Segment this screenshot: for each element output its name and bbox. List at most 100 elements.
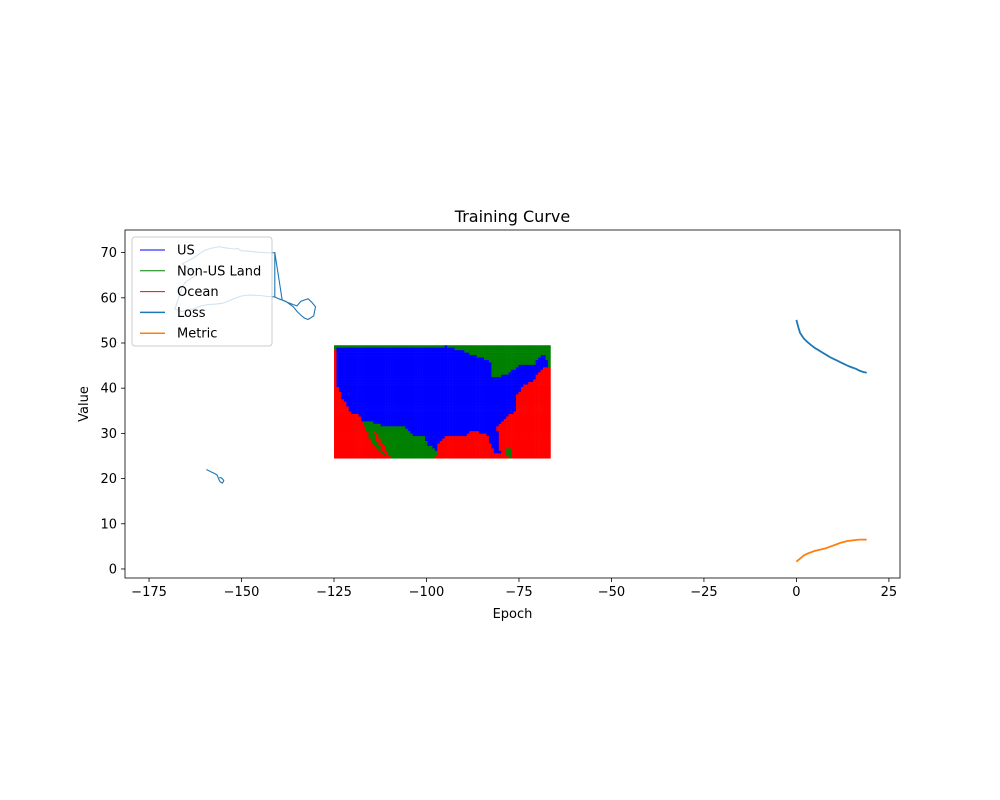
grid-cell-us — [365, 384, 369, 388]
grid-cell-us — [479, 389, 482, 393]
grid-cell-us — [466, 428, 470, 432]
grid-cell-non-us-land — [469, 352, 473, 356]
grid-cell-ocean — [498, 445, 502, 449]
grid-cell-us — [493, 423, 497, 427]
grid-cell-us — [444, 418, 448, 422]
grid-cell-us — [348, 394, 352, 398]
grid-cell-ocean — [452, 455, 455, 459]
grid-cell-us — [444, 406, 448, 410]
grid-cell-non-us-land — [390, 426, 394, 430]
grid-cell-us — [513, 401, 517, 405]
grid-cell-us — [515, 389, 519, 393]
grid-cell-us — [363, 379, 367, 383]
grid-cell-non-us-land — [508, 450, 512, 454]
grid-cell-us — [336, 367, 340, 371]
grid-cell-non-us-land — [469, 347, 473, 351]
grid-cell-ocean — [528, 399, 532, 403]
grid-cell-us — [486, 433, 490, 437]
grid-cell-us — [491, 414, 495, 417]
grid-cell-ocean — [533, 445, 536, 449]
grid-cell-non-us-land — [506, 350, 509, 353]
grid-cell-us — [390, 411, 394, 415]
grid-cell-us — [449, 394, 453, 398]
grid-cell-us — [486, 423, 490, 427]
grid-cell-non-us-land — [375, 423, 379, 427]
grid-cell-us — [466, 423, 470, 427]
grid-cell-us — [515, 367, 519, 371]
grid-cell-us — [402, 418, 406, 422]
grid-cell-non-us-land — [422, 443, 426, 447]
grid-cell-us — [442, 416, 445, 420]
grid-cell-non-us-land — [540, 352, 544, 356]
grid-cell-us — [434, 418, 438, 422]
grid-cell-us — [378, 391, 382, 395]
grid-cell-us — [373, 352, 377, 356]
grid-cell-ocean — [358, 418, 362, 422]
grid-cell-non-us-land — [415, 436, 418, 439]
grid-cell-non-us-land — [530, 359, 534, 363]
grid-cell-us — [508, 396, 512, 400]
grid-cell-us — [422, 372, 426, 376]
grid-cell-us — [380, 409, 384, 412]
grid-cell-ocean — [518, 391, 522, 395]
grid-cell-us — [356, 372, 359, 376]
grid-cell-us — [397, 406, 401, 410]
grid-cell-us — [476, 426, 480, 430]
grid-cell-ocean — [525, 455, 529, 459]
grid-cell-non-us-land — [501, 364, 504, 368]
grid-cell-ocean — [547, 369, 551, 373]
grid-cell-non-us-land — [496, 345, 500, 349]
grid-cell-us — [353, 350, 357, 353]
grid-cell-us — [488, 423, 492, 427]
grid-cell-non-us-land — [464, 345, 468, 349]
grid-cell-us — [402, 350, 406, 353]
grid-cell-us — [508, 399, 512, 403]
grid-cell-us — [385, 372, 389, 376]
grid-cell-us — [474, 394, 477, 398]
grid-cell-non-us-land — [388, 345, 391, 349]
grid-cell-us — [420, 433, 423, 437]
grid-cell-ocean — [540, 391, 544, 395]
grid-cell-us — [422, 379, 426, 383]
grid-cell-ocean — [547, 396, 551, 400]
grid-cell-ocean — [525, 394, 529, 398]
grid-cell-us — [437, 433, 441, 437]
grid-cell-ocean — [547, 428, 551, 432]
grid-cell-us — [442, 389, 445, 393]
grid-cell-ocean — [363, 450, 367, 454]
grid-cell-us — [488, 409, 492, 412]
grid-cell-us — [442, 428, 445, 432]
grid-cell-us — [363, 362, 367, 366]
grid-cell-us — [380, 362, 384, 366]
grid-cell-us — [476, 372, 480, 376]
grid-cell-us — [351, 364, 354, 368]
grid-cell-ocean — [334, 404, 337, 407]
grid-cell-ocean — [373, 453, 377, 457]
grid-cell-non-us-land — [424, 453, 428, 457]
grid-cell-us — [437, 357, 441, 361]
grid-cell-non-us-land — [493, 350, 497, 353]
grid-cell-us — [543, 364, 546, 368]
grid-cell-us — [434, 404, 438, 407]
grid-cell-non-us-land — [464, 350, 468, 353]
grid-cell-us — [498, 389, 502, 393]
grid-cell-us — [373, 399, 377, 403]
grid-cell-us — [380, 364, 384, 368]
grid-cell-non-us-land — [405, 450, 409, 454]
grid-cell-us — [393, 399, 396, 403]
grid-cell-us — [407, 364, 411, 368]
grid-cell-us — [410, 379, 414, 383]
grid-cell-ocean — [528, 394, 532, 398]
grid-cell-ocean — [538, 396, 541, 400]
grid-cell-ocean — [338, 416, 342, 420]
grid-cell-us — [449, 414, 453, 417]
grid-cell-ocean — [479, 453, 482, 457]
grid-cell-ocean — [501, 426, 504, 430]
grid-cell-ocean — [334, 448, 337, 452]
grid-cell-ocean — [461, 455, 465, 459]
grid-cell-us — [442, 423, 445, 427]
grid-cell-us — [479, 357, 482, 361]
grid-cell-ocean — [545, 453, 549, 457]
grid-cell-us — [351, 406, 354, 410]
grid-cell-non-us-land — [373, 441, 377, 444]
